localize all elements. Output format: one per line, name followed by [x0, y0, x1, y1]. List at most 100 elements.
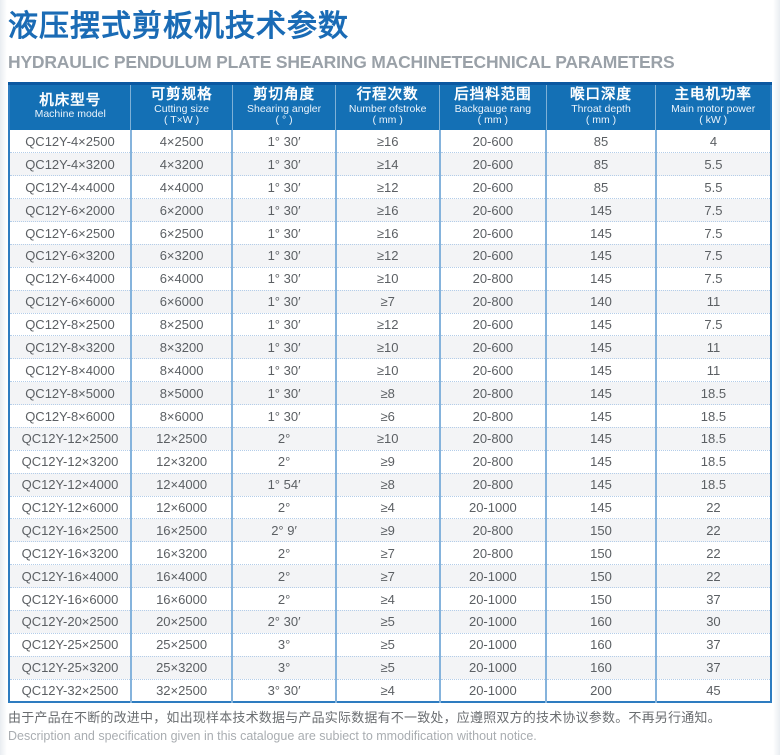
- table-row: QC12Y-16×2500 16×2500 2° 9′ ≥9 20-800 150 22: [9, 518, 771, 542]
- table-body: QC12Y-4×2500 4×2500 1° 30′ ≥16 20-600 85 4 QC12…: [9, 130, 771, 702]
- table-cell: 6×2000: [129, 198, 233, 222]
- table-cell: 20-1000: [438, 495, 547, 519]
- table-cell: QC12Y-12×3200: [9, 449, 131, 474]
- table-row: QC12Y-25×3200 25×3200 3° ≥5 20-1000 160 37: [9, 655, 771, 680]
- column-header-unit: ( mm ): [477, 114, 508, 127]
- table-cell: ≥9: [334, 449, 440, 474]
- table-cell: 20-600: [438, 243, 547, 268]
- table-cell: 37: [654, 587, 771, 611]
- table-cell: 1° 30′: [231, 175, 336, 199]
- column-header-en: Number ofstroke: [348, 102, 427, 115]
- table-cell: 145: [545, 335, 656, 359]
- table-header: 机床型号 Machine model 可剪规格 Cutting size( T×W )…: [9, 81, 771, 131]
- table-cell: 145: [545, 266, 656, 291]
- table-cell: 16×3200: [129, 541, 233, 565]
- table-cell: 22: [654, 541, 771, 565]
- table-row: QC12Y-8×3200 8×3200 1° 30′ ≥10 20-600 145 11: [9, 335, 771, 359]
- table-cell: QC12Y-8×3200: [9, 335, 131, 359]
- table-cell: ≥10: [334, 426, 440, 451]
- table-cell: 145: [545, 495, 656, 519]
- table-cell: 3°: [231, 632, 336, 657]
- table-cell: QC12Y-12×4000: [9, 472, 131, 497]
- table-cell: 20-600: [438, 312, 547, 336]
- table-cell: 145: [545, 381, 656, 405]
- table-cell: 12×4000: [129, 472, 233, 497]
- table-cell: 20-600: [438, 221, 547, 245]
- table-cell: QC12Y-32×2500: [9, 678, 131, 702]
- table-cell: ≥16: [334, 198, 440, 222]
- table-cell: 20-600: [438, 152, 547, 176]
- table-cell: ≥8: [334, 381, 440, 405]
- table-cell: 1° 30′: [231, 335, 336, 359]
- table-cell: ≥5: [334, 655, 440, 680]
- table-cell: ≥16: [334, 221, 440, 245]
- table-cell: 20-800: [438, 541, 547, 565]
- table-cell: ≥4: [334, 587, 440, 611]
- table-row: QC12Y-20×2500 20×2500 2° 30′ ≥5 20-1000 160 30: [9, 609, 771, 634]
- table-cell: 1° 30′: [231, 289, 336, 314]
- table-cell: 2°: [231, 495, 336, 519]
- table-cell: 1° 30′: [231, 381, 336, 405]
- table-cell: 1° 30′: [231, 221, 336, 245]
- table-cell: ≥10: [334, 335, 440, 359]
- table-cell: 16×6000: [129, 587, 233, 611]
- table-cell: QC12Y-6×4000: [9, 266, 131, 291]
- table-cell: 150: [545, 518, 656, 542]
- table-row: QC12Y-4×2500 4×2500 1° 30′ ≥16 20-600 85 4: [9, 130, 771, 153]
- table-cell: 20-1000: [438, 564, 547, 588]
- column-header-en: Cutting size: [154, 102, 209, 115]
- column-header-cn: 可剪规格: [150, 86, 213, 103]
- table-row: QC12Y-6×4000 6×4000 1° 30′ ≥10 20-800 145 7.5: [9, 266, 771, 291]
- table-row: QC12Y-12×4000 12×4000 1° 54′ ≥8 20-800 145 18.…: [9, 472, 771, 497]
- table-cell: 20×2500: [129, 609, 233, 634]
- page-title: 液压摆式剪板机技术参数: [8, 10, 349, 43]
- table-cell: 20-800: [438, 289, 547, 314]
- table-cell: ≥12: [334, 175, 440, 199]
- table-cell: 22: [654, 495, 771, 519]
- column-header-en: Machine model: [34, 108, 106, 121]
- table-cell: 3°: [231, 655, 336, 680]
- table-cell: 145: [545, 472, 656, 497]
- table-cell: QC12Y-12×2500: [9, 426, 131, 451]
- table-cell: QC12Y-4×3200: [9, 152, 131, 176]
- table-row: QC12Y-6×2000 6×2000 1° 30′ ≥16 20-600 145 7.5: [9, 198, 771, 222]
- table-cell: 1° 30′: [231, 404, 336, 428]
- footer-note-en: Description and specification given in t…: [8, 728, 537, 743]
- column-header-unit: ( kW ): [699, 114, 728, 127]
- column-header: 主电机功率 Main motor power( kW ): [655, 81, 771, 131]
- column-header-cn: 喉口深度: [570, 86, 633, 103]
- table-cell: QC12Y-16×2500: [9, 518, 131, 542]
- table-row: QC12Y-8×4000 8×4000 1° 30′ ≥10 20-600 145 11: [9, 358, 771, 382]
- table-cell: 20-600: [438, 358, 547, 382]
- table-cell: 16×2500: [129, 518, 233, 542]
- table-cell: 5.5: [654, 152, 771, 176]
- table-cell: 20-600: [438, 335, 547, 359]
- table-cell: 145: [545, 243, 656, 268]
- table-cell: QC12Y-4×4000: [9, 175, 131, 199]
- table-cell: QC12Y-8×2500: [9, 312, 131, 336]
- table-cell: 20-600: [438, 198, 547, 222]
- table-cell: 150: [545, 541, 656, 565]
- table-cell: 7.5: [654, 221, 771, 245]
- column-header: 喉口深度 Throat depth( mm ): [545, 81, 656, 131]
- table-cell: 2°: [231, 449, 336, 474]
- table-cell: 145: [545, 358, 656, 382]
- table-cell: 4×4000: [129, 175, 233, 199]
- column-header-unit: ( ° ): [275, 114, 293, 127]
- table-cell: QC12Y-8×4000: [9, 358, 131, 382]
- column-header-cn: 行程次数: [356, 86, 419, 103]
- table-row: QC12Y-12×3200 12×3200 2° ≥9 20-800 145 18.5: [9, 449, 771, 474]
- table-row: QC12Y-12×2500 12×2500 2° ≥10 20-800 145 18.5: [9, 426, 771, 451]
- table-cell: 20-1000: [438, 609, 547, 634]
- column-header-cn: 剪切角度: [253, 86, 316, 103]
- table-cell: QC12Y-8×6000: [9, 404, 131, 428]
- table-cell: 5.5: [654, 175, 771, 199]
- column-header-unit: ( T×W ): [164, 114, 200, 127]
- table-row: QC12Y-6×6000 6×6000 1° 30′ ≥7 20-800 140 11: [9, 289, 771, 314]
- table-cell: 2°: [231, 426, 336, 451]
- table-cell: 18.5: [654, 381, 771, 405]
- table-cell: ≥10: [334, 266, 440, 291]
- column-header-unit: ( mm ): [585, 114, 617, 127]
- table-cell: 20-600: [438, 175, 547, 199]
- table-cell: 11: [654, 335, 771, 359]
